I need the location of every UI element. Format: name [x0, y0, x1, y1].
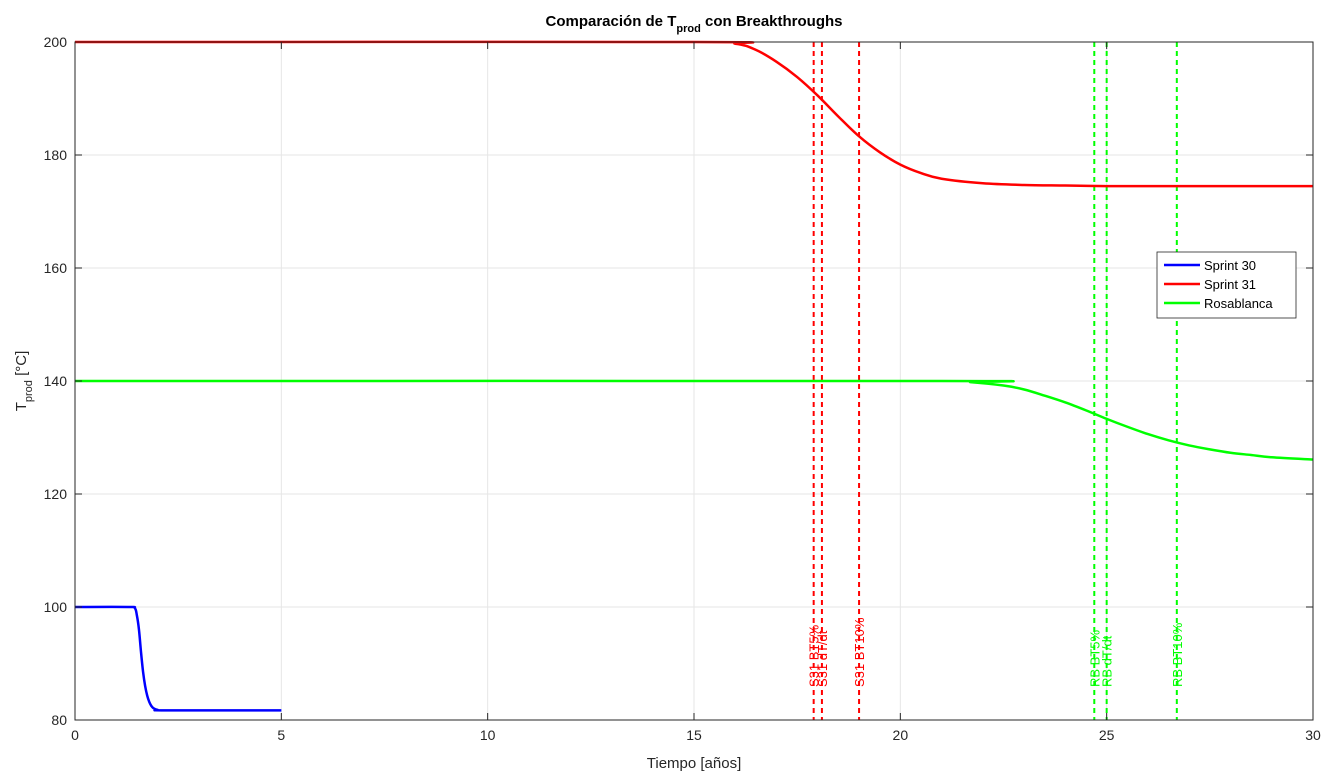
y-tick-label: 160 [44, 260, 68, 276]
x-tick-label: 5 [277, 727, 285, 743]
legend-label: Sprint 31 [1204, 277, 1256, 292]
x-tick-label: 15 [686, 727, 702, 743]
y-tick-label: 80 [51, 712, 67, 728]
breakthrough-label: RB dT/dt [1100, 635, 1115, 687]
x-tick-label: 30 [1305, 727, 1321, 743]
x-axis-ticks: 0 5 10 15 20 25 30 [71, 42, 1321, 743]
x-tick-label: 20 [893, 727, 909, 743]
breakthrough-label: S31 BT10% [852, 617, 867, 687]
breakthrough-label: RB BT10% [1170, 622, 1185, 687]
x-tick-label: 25 [1099, 727, 1115, 743]
chart-title: Comparación de Tprod con Breakthroughs [546, 13, 843, 35]
y-axis-label: Tprod [°C] [13, 351, 35, 412]
y-tick-label: 120 [44, 486, 68, 502]
breakthrough-lines: S31 BT5%S31 dT/dt S31 BT10% RB BT5%RB dT/d… [807, 42, 1185, 720]
series-line [74, 605, 282, 712]
y-axis-ticks: 80 100 120 140 160 180 200 [44, 34, 1313, 728]
breakthrough-label: RB BT5% [1087, 629, 1102, 687]
x-tick-label: 0 [71, 727, 79, 743]
series-line [74, 379, 1314, 461]
x-tick-label: 10 [480, 727, 496, 743]
y-tick-label: 180 [44, 147, 68, 163]
legend: Sprint 30 Sprint 31 Rosablanca [1156, 251, 1297, 319]
legend-label: Sprint 30 [1204, 258, 1256, 273]
legend-label: Rosablanca [1204, 296, 1273, 311]
y-tick-label: 200 [44, 34, 68, 50]
y-tick-label: 100 [44, 599, 68, 615]
breakthrough-label: S31 BT5% [807, 624, 822, 687]
y-tick-label: 140 [44, 373, 68, 389]
breakthrough-label: S31 dT/dt [815, 630, 830, 687]
x-axis-label: Tiempo [años] [647, 755, 742, 772]
